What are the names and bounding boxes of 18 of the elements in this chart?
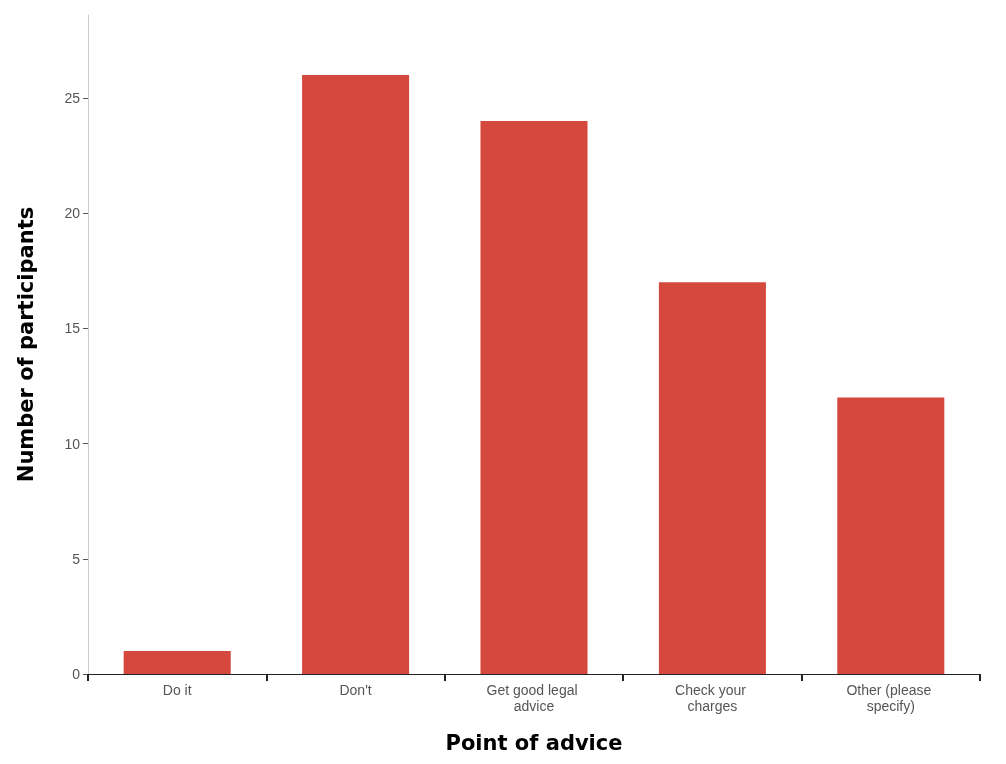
x-tick-label: Don't <box>339 682 372 698</box>
x-tick-label: Other (please specify) <box>846 682 936 714</box>
y-tick-label: 20 <box>64 205 81 222</box>
y-tick-label: 5 <box>72 550 81 567</box>
y-tick-label: 10 <box>64 435 81 452</box>
bar <box>480 120 588 674</box>
y-axis-title: Number of participants <box>13 206 38 483</box>
y-tick-label: 0 <box>72 666 81 682</box>
x-axis-title: Point of advice <box>445 730 623 755</box>
y-tick-label: 15 <box>64 320 81 337</box>
x-tick-label: Get good legal advice <box>486 682 582 714</box>
bar <box>123 650 231 674</box>
x-tick-label: Do it <box>162 682 192 698</box>
y-tick-label: 25 <box>64 89 81 106</box>
bar <box>658 282 766 674</box>
bar <box>302 74 410 674</box>
x-tick-label: Check your charges <box>675 682 750 714</box>
bar <box>837 397 945 674</box>
